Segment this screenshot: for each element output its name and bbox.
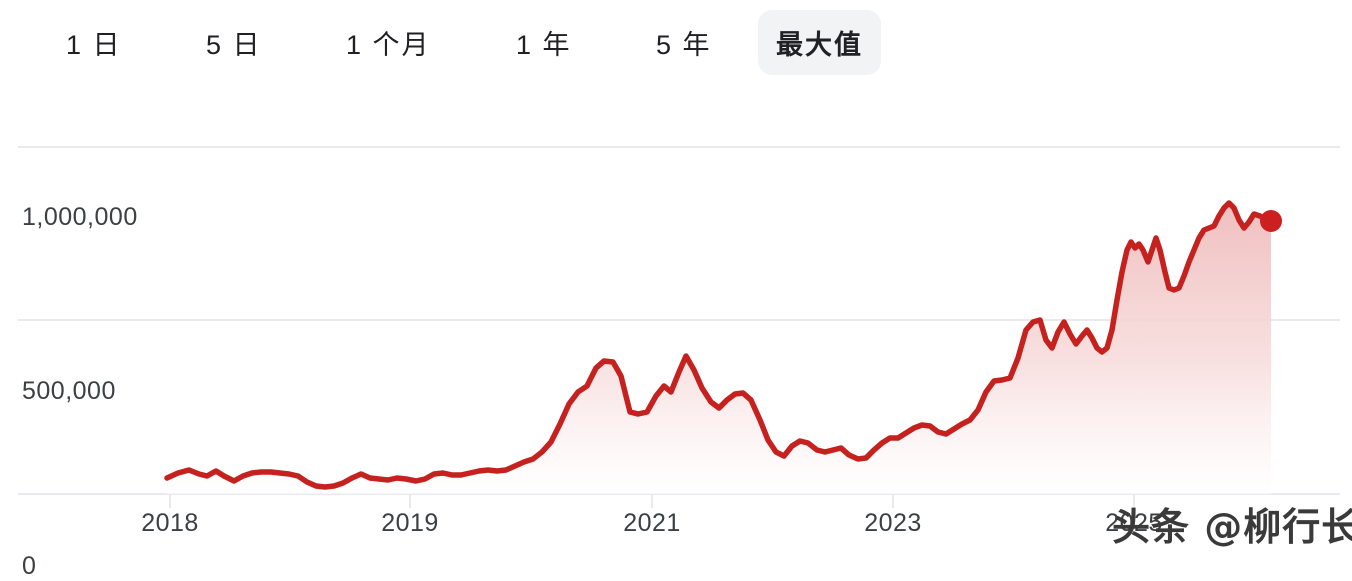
range-tab-1d[interactable]: 1 日 (48, 10, 140, 75)
x-axis-label-2019: 2019 (381, 509, 439, 537)
end-point-marker (1260, 210, 1282, 232)
range-tab-bar: 1 日 5 日 1 个月 1 年 5 年 最大值 (0, 0, 1352, 90)
range-tab-label: 5 日 (206, 30, 262, 60)
range-tab-1m[interactable]: 1 个月 (328, 10, 449, 75)
y-axis-label-500k: 500,000 (22, 377, 116, 405)
range-tab-max[interactable]: 最大值 (758, 10, 881, 75)
y-axis-label-0: 0 (22, 552, 37, 580)
range-tab-5d[interactable]: 5 日 (188, 10, 280, 75)
x-axis-label-2023: 2023 (864, 509, 922, 537)
x-axis-label-2018: 2018 (141, 509, 199, 537)
range-tab-1y[interactable]: 1 年 (498, 10, 590, 75)
price-line (164, 200, 1274, 490)
watermark: 头条 @柳行长 (1112, 505, 1352, 549)
x-axis-label-2021: 2021 (623, 509, 681, 537)
range-tab-label: 1 个月 (346, 30, 431, 60)
y-axis-label-1m: 1,000,000 (22, 203, 138, 231)
range-tab-label: 最大值 (776, 30, 863, 60)
range-tab-label: 5 年 (656, 30, 712, 60)
x-axis-label-2025: 2025 (1105, 509, 1163, 537)
range-tab-label: 1 年 (516, 30, 572, 60)
range-tab-5y[interactable]: 5 年 (638, 10, 730, 75)
range-tab-label: 1 日 (66, 30, 122, 60)
x-tick-marks (169, 494, 1135, 508)
area-fill (167, 203, 1271, 494)
price-area-chart[interactable]: 1,000,000 500,000 0 2018 2019 2021 2023 … (0, 90, 1352, 580)
chart-plot (18, 146, 1340, 508)
